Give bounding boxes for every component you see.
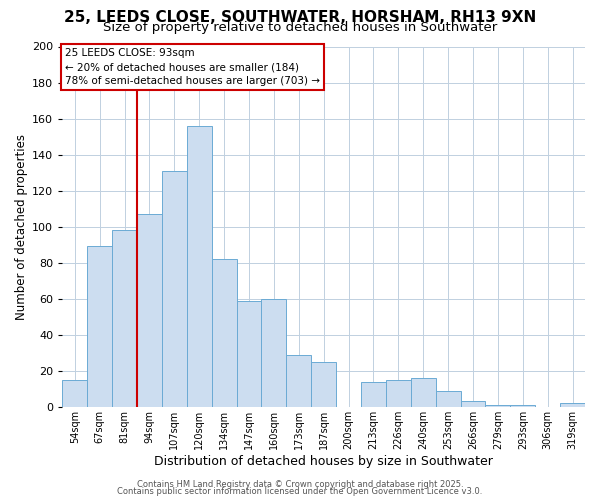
Bar — [137, 214, 162, 407]
Text: Contains HM Land Registry data © Crown copyright and database right 2025.: Contains HM Land Registry data © Crown c… — [137, 480, 463, 489]
Bar — [162, 171, 187, 407]
Bar — [311, 362, 336, 407]
Bar — [112, 230, 137, 407]
Text: 25 LEEDS CLOSE: 93sqm
← 20% of detached houses are smaller (184)
78% of semi-det: 25 LEEDS CLOSE: 93sqm ← 20% of detached … — [65, 48, 320, 86]
Bar — [62, 380, 87, 407]
Bar — [436, 390, 461, 407]
Bar — [212, 259, 236, 407]
Bar — [386, 380, 411, 407]
Bar — [236, 300, 262, 407]
Bar — [411, 378, 436, 407]
Text: 25, LEEDS CLOSE, SOUTHWATER, HORSHAM, RH13 9XN: 25, LEEDS CLOSE, SOUTHWATER, HORSHAM, RH… — [64, 10, 536, 25]
Bar — [286, 354, 311, 407]
Bar — [560, 403, 585, 407]
Bar — [511, 405, 535, 407]
Bar — [262, 298, 286, 407]
Text: Size of property relative to detached houses in Southwater: Size of property relative to detached ho… — [103, 21, 497, 34]
Bar — [361, 382, 386, 407]
Y-axis label: Number of detached properties: Number of detached properties — [15, 134, 28, 320]
Text: Contains public sector information licensed under the Open Government Licence v3: Contains public sector information licen… — [118, 488, 482, 496]
Bar — [461, 402, 485, 407]
Bar — [485, 405, 511, 407]
Bar — [87, 246, 112, 407]
Bar — [187, 126, 212, 407]
X-axis label: Distribution of detached houses by size in Southwater: Distribution of detached houses by size … — [154, 454, 493, 468]
